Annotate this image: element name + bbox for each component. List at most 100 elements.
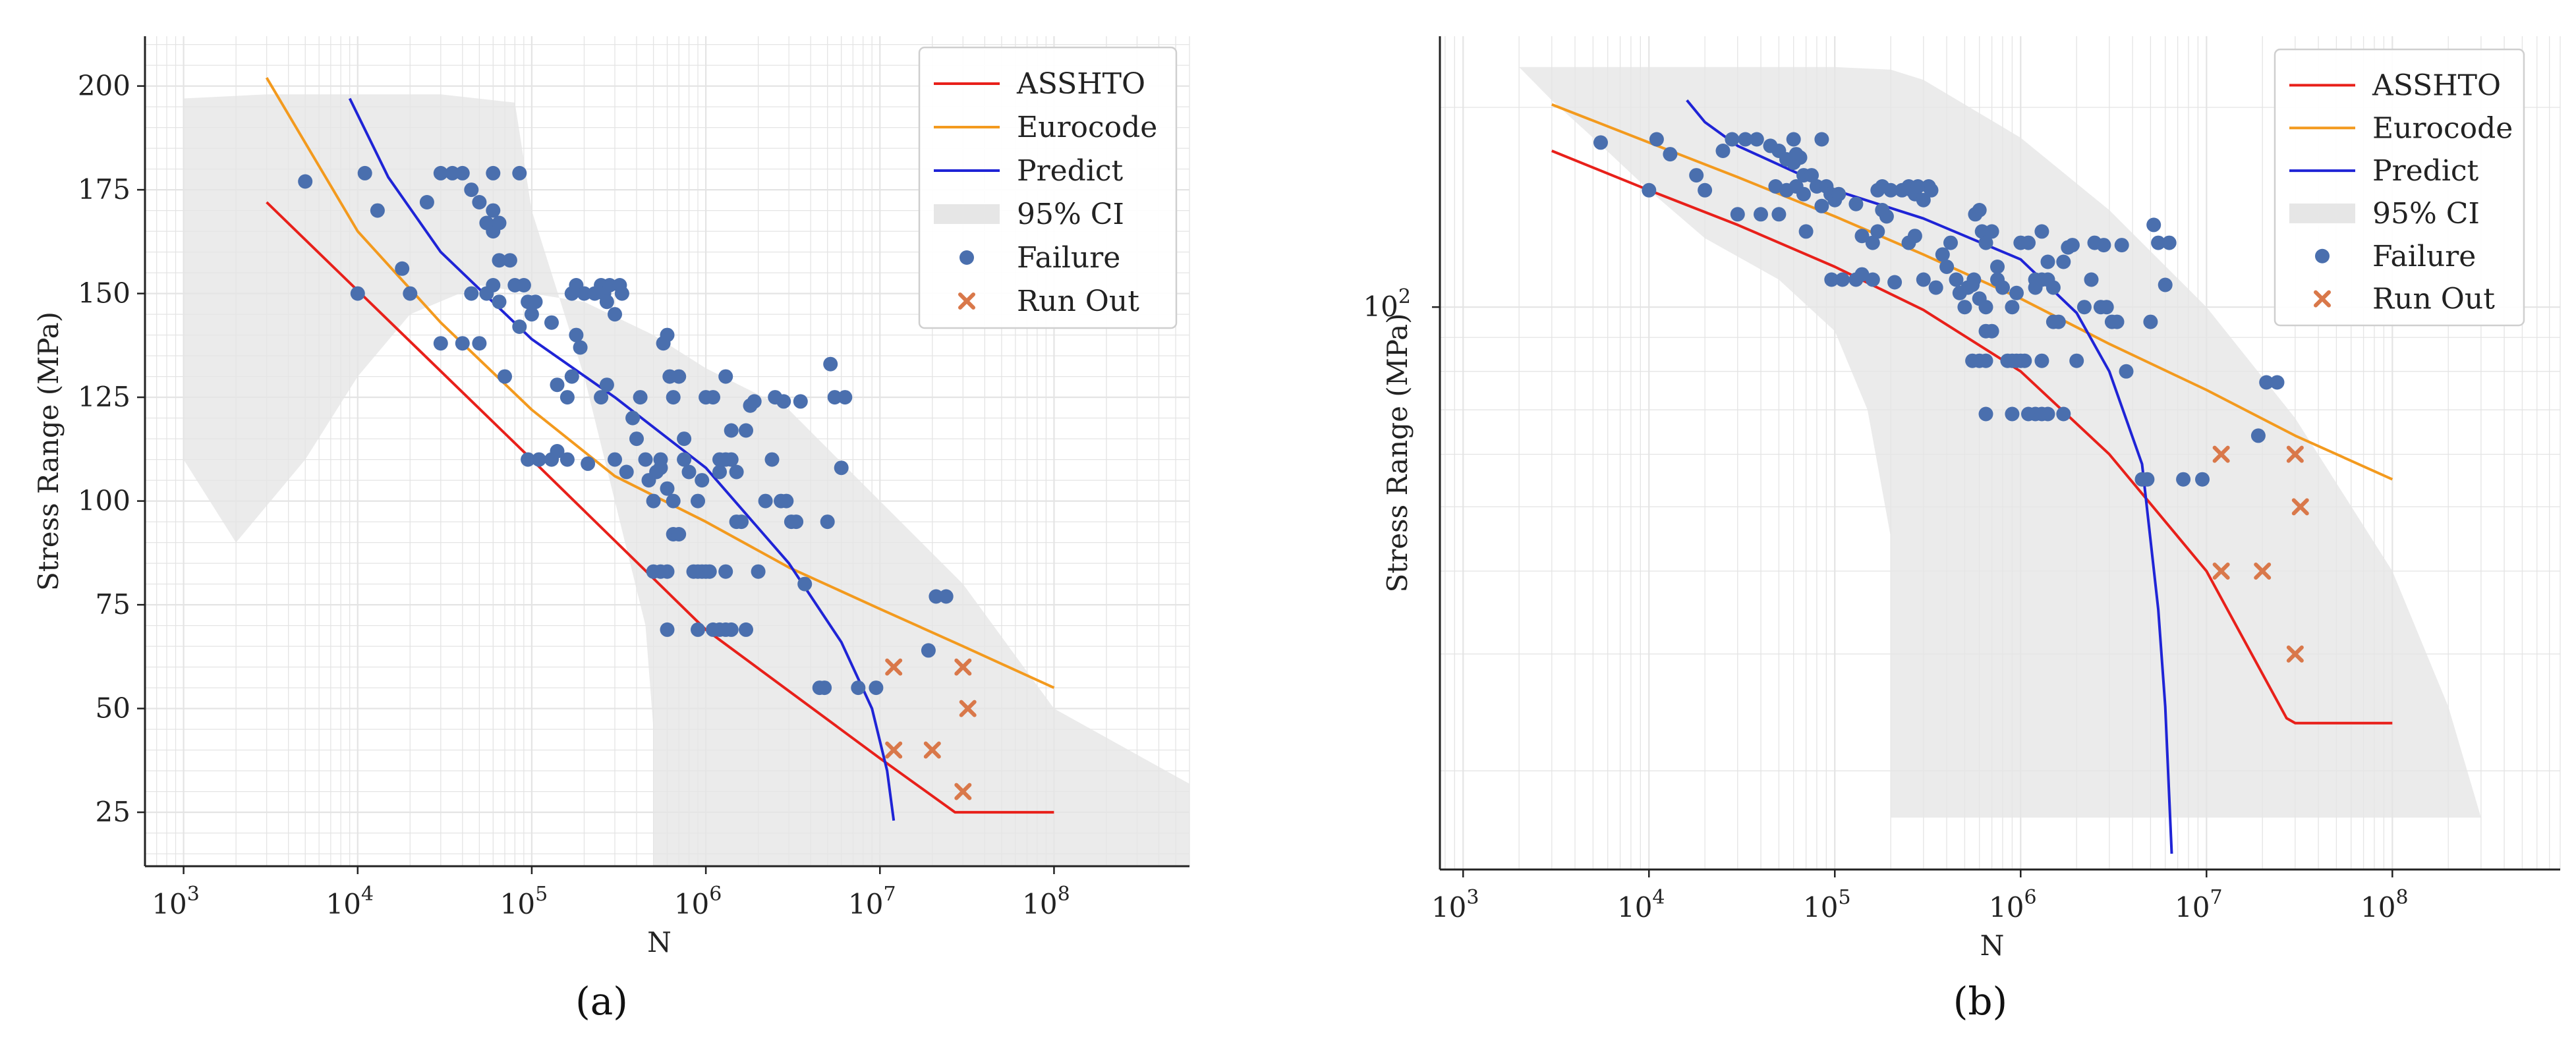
panel-a-failure-point [524,307,539,322]
panel-a-failure-point [823,356,838,372]
panel-b-failure-point [1835,272,1850,287]
panel-b-failure-point [2109,314,2125,329]
panel-a-x-tick-labels: 103 104 105 106 107 108 [152,866,1070,920]
panel-b-legend: ASSHTO Eurocode Predict 95% CI Failure Run Ou… [2274,48,2525,327]
panel-a-y-tick-label: 75 [96,588,130,621]
panel-a-failure-point [712,464,727,480]
panel-a-failure-point [464,286,479,301]
panel-a-failure-point [834,460,849,476]
panel-a-failure-point [492,294,507,310]
panel-b-x-tick-base: 10 [1431,891,1466,924]
panel-a-failure-point [691,493,705,509]
panel-b-failure-point [1796,186,1811,202]
panel-a-failure-point [921,643,936,658]
panel-b-failure-point [1943,235,1958,250]
panel-a-failure-point [502,253,517,268]
panel-b-failure-point [2046,280,2061,295]
panel-a-failure-point [569,327,584,343]
panel-a-y-tick-label: 200 [78,70,130,102]
panel-a-x-tick-base: 10 [326,888,360,920]
panel-a-failure-point [653,452,668,467]
panel-a-failure-point [614,286,629,301]
panel-a-failure-point [516,278,531,292]
panel-b-failure-point [2250,428,2266,443]
panel-a-runout-point [923,741,941,759]
panel-b-failure-point [2151,235,2166,250]
panel-b-failure-point [2065,238,2080,253]
panel-a-x-tick-label: 104 [326,883,374,920]
panel-a-legend-item-ci: 95% CI [934,198,1124,231]
panel-b-failure-point [1663,147,1678,162]
panel-a-x-tick-exponent: 8 [1058,883,1070,906]
panel-b-failure-point [1910,179,1926,194]
panel-a-legend-item-asshto: ASSHTO [934,67,1145,101]
panel-b-legend-item-runout: Run Out [2314,283,2495,316]
panel-a-failure-point [550,444,565,458]
panel-b-legend-item-predict: Predict [2289,154,2479,188]
panel-a-x-tick-base: 10 [1022,888,1057,920]
panel-b-legend-item-eurocode: Eurocode [2289,111,2513,145]
panel-b-failure-point [1870,224,1885,239]
panel-a-legend-swatch [959,250,974,265]
panel-a-failure-point [350,286,365,301]
panel-b-runout-point [2286,645,2304,663]
panel-a-failure-point [512,165,527,180]
panel-b-x-tick-label: 104 [1617,886,1665,924]
panel-b-x-tick-exponent: 5 [1838,886,1850,909]
panel-b-x-tick-exponent: 3 [1466,886,1479,909]
panel-a-failure-point [724,423,739,438]
panel-a-failure-point [646,493,661,509]
panel-a-failure-point [455,165,470,180]
panel-b-failure-point [2056,406,2071,422]
panel-b-failure-point [1824,272,1839,287]
panel-b-x-tick-label: 106 [1989,886,2037,924]
panel-a-x-tick-label: 107 [848,883,896,920]
panel-b-x-tick-label: 103 [1431,886,1479,924]
panel-b-failure-point [1978,300,1993,315]
panel-b-failure-point [1715,144,1731,158]
panel-b-failure-point [1798,224,1814,239]
panel-a-failure-point [602,278,617,292]
panel-b-failure-point [1883,182,1899,198]
panel-a-legend-item-eurocode: Eurocode [934,111,1157,144]
panel-b-x-tick-label: 108 [2361,886,2409,924]
panel-b-failure-point [2069,353,2084,368]
panel-a-failure-point [559,390,575,405]
panel-a-runout-point [954,658,972,676]
panel-b-failure-point [1689,168,1704,183]
panel-a-failure-point [433,165,448,180]
panel-b-legend-label: Failure [2372,240,2476,273]
panel-a-runout-points [885,658,977,800]
panel-a-failure-point [672,527,687,541]
panel-b-x-tick-base: 10 [2175,891,2210,924]
panel-a-failure-point [528,294,543,310]
panel-a-failure-point [660,481,675,496]
panel-a-failure-point [789,514,804,530]
panel-b-failure-point [1924,182,1939,198]
panel-a-x-tick-exponent: 3 [187,883,200,906]
panel-a-failure-point [820,514,835,530]
panel-b-failure-point [2021,235,2036,250]
panel-a-failure-point [433,336,448,351]
panel-b-y-tick-label: 102 [1363,285,1411,323]
panel-b-failure-point [2146,217,2161,233]
panel-a-failure-point [793,394,808,409]
panel-a-failure-point [599,294,614,310]
panel-a-failure-point [370,203,385,218]
panel-a-asshto-line [266,201,1054,814]
panel-a-x-tick-exponent: 7 [883,883,896,906]
panel-a-failure-point [672,369,687,384]
panel-b-failure-point [2176,472,2191,487]
panel-a-legend-label: Predict [1017,154,1124,188]
panel-b-runout-point [2212,562,2230,580]
panel-a-failure-point [492,215,507,231]
panel-a-legend-swatch [958,292,975,310]
panel-a-failure-point [827,390,842,405]
panel-b-failure-point [1814,132,1829,147]
panel-b-x-axis-label: N [1980,929,2005,962]
panel-a-failure-point [660,564,675,579]
panel-a-failure-point [751,564,766,579]
panel-a-caption: (a) [575,979,628,1024]
panel-b-failure-point [1887,275,1903,290]
panel-a-failure-point [298,174,313,189]
